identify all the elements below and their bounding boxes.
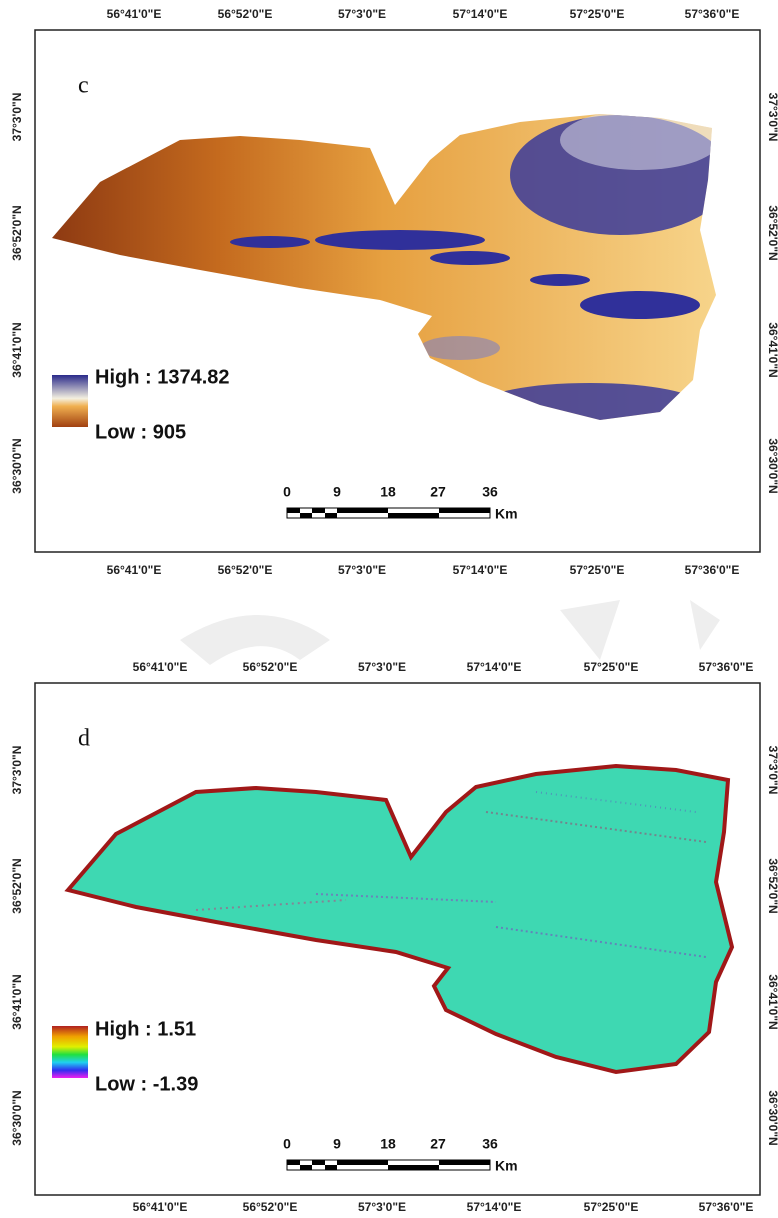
scale-segment [300,1165,312,1170]
longitude-label: 57°3'0"E [358,660,406,674]
scale-label: 0 [283,484,291,500]
longitude-label: 57°3'0"E [338,7,386,21]
scale-segment [325,513,337,518]
latitude-label: 37°3'0"N [766,93,778,142]
latitude-label: 36°30'0"N [766,438,778,493]
longitude-label: 57°36'0"E [699,660,754,674]
longitude-label: 57°36'0"E [685,7,740,21]
longitude-label: 56°41'0"E [107,563,162,577]
scale-label: 9 [333,1136,341,1152]
scale-segment [388,1165,439,1170]
latitude-label: 36°30'0"N [10,1090,24,1145]
scale-label: 27 [430,1136,446,1152]
latitude-label: 37°3'0"N [10,93,24,142]
latitude-label: 36°30'0"N [766,1090,778,1145]
scale-label: 27 [430,484,446,500]
latitude-label: 36°52'0"N [10,858,24,913]
scale-label: 18 [380,1136,396,1152]
scale-segment [287,508,300,513]
index-raster [66,764,734,1074]
scale-label: 18 [380,484,396,500]
scale-unit: Km [495,1158,518,1174]
latitude-label: 36°41'0"N [766,974,778,1029]
longitude-label: 57°25'0"E [570,7,625,21]
longitude-label: 57°14'0"E [453,7,508,21]
latitude-label: 36°30'0"N [10,438,24,493]
scale-label: 36 [482,1136,498,1152]
scale-label: 36 [482,484,498,500]
scale-segment [439,1160,490,1165]
latitude-label: 37°3'0"N [10,746,24,795]
watermark [180,600,720,665]
scale-segment [439,508,490,513]
panel-label: c [78,73,89,99]
longitude-label: 57°36'0"E [699,1200,754,1214]
dem-raster [52,114,716,420]
longitude-label: 57°14'0"E [467,1200,522,1214]
legend-high: High : 1374.82 [95,366,230,388]
longitude-label: 56°52'0"E [243,660,298,674]
legend-ramp [52,1026,88,1078]
latitude-label: 36°41'0"N [10,974,24,1029]
legend-low: Low : -1.39 [95,1073,198,1095]
longitude-label: 57°3'0"E [338,563,386,577]
longitude-label: 56°41'0"E [133,1200,188,1214]
scale-segment [312,508,325,513]
longitude-label: 57°3'0"E [358,1200,406,1214]
longitude-label: 56°41'0"E [107,7,162,21]
longitude-label: 56°41'0"E [133,660,188,674]
longitude-label: 57°25'0"E [584,1200,639,1214]
latitude-label: 36°52'0"N [10,205,24,260]
longitude-label: 56°52'0"E [243,1200,298,1214]
latitude-label: 37°3'0"N [766,746,778,795]
scale-unit: Km [495,506,518,522]
legend-ramp [52,375,88,427]
scale-segment [388,513,439,518]
legend-high: High : 1.51 [95,1018,196,1040]
longitude-label: 57°14'0"E [453,563,508,577]
scale-segment [287,1160,300,1165]
longitude-label: 56°52'0"E [218,7,273,21]
scale-segment [312,1160,325,1165]
longitude-label: 57°14'0"E [467,660,522,674]
map-frame [34,682,761,1196]
scale-label: 0 [283,1136,291,1152]
panel-label: d [78,726,90,752]
longitude-label: 57°25'0"E [584,660,639,674]
latitude-label: 36°52'0"N [766,858,778,913]
longitude-label: 57°36'0"E [685,563,740,577]
legend-low: Low : 905 [95,421,186,443]
latitude-label: 36°52'0"N [766,205,778,260]
longitude-label: 57°25'0"E [570,563,625,577]
latitude-label: 36°41'0"N [766,322,778,377]
map-frame [34,29,761,553]
scale-segment [325,1165,337,1170]
scale-segment [337,508,388,513]
scale-segment [300,513,312,518]
longitude-label: 56°52'0"E [218,563,273,577]
scale-segment [337,1160,388,1165]
latitude-label: 36°41'0"N [10,322,24,377]
scale-label: 9 [333,484,341,500]
